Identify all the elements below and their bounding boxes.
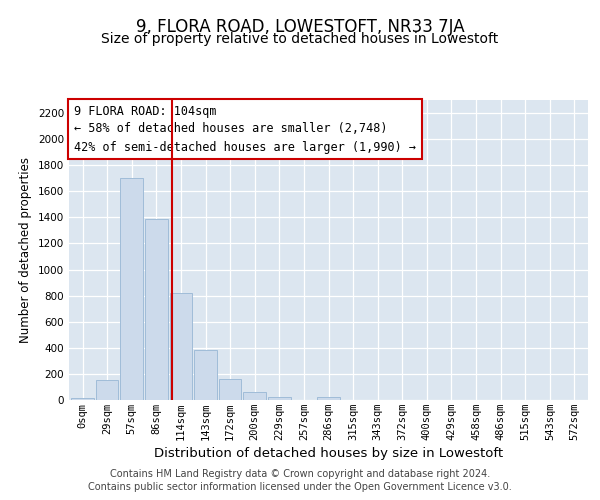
Y-axis label: Number of detached properties: Number of detached properties bbox=[19, 157, 32, 343]
Bar bbox=[96, 380, 118, 400]
Bar bbox=[194, 350, 217, 400]
Text: Size of property relative to detached houses in Lowestoft: Size of property relative to detached ho… bbox=[101, 32, 499, 46]
Bar bbox=[71, 398, 94, 400]
Bar bbox=[317, 396, 340, 400]
Bar bbox=[121, 178, 143, 400]
X-axis label: Distribution of detached houses by size in Lowestoft: Distribution of detached houses by size … bbox=[154, 447, 503, 460]
Bar bbox=[145, 218, 167, 400]
Text: 9, FLORA ROAD, LOWESTOFT, NR33 7JA: 9, FLORA ROAD, LOWESTOFT, NR33 7JA bbox=[136, 18, 464, 36]
Bar bbox=[219, 379, 241, 400]
Bar bbox=[170, 293, 192, 400]
Bar bbox=[244, 392, 266, 400]
Text: 9 FLORA ROAD: 104sqm
← 58% of detached houses are smaller (2,748)
42% of semi-de: 9 FLORA ROAD: 104sqm ← 58% of detached h… bbox=[74, 104, 416, 154]
Text: Contains HM Land Registry data © Crown copyright and database right 2024.
Contai: Contains HM Land Registry data © Crown c… bbox=[88, 470, 512, 492]
Bar bbox=[268, 396, 290, 400]
